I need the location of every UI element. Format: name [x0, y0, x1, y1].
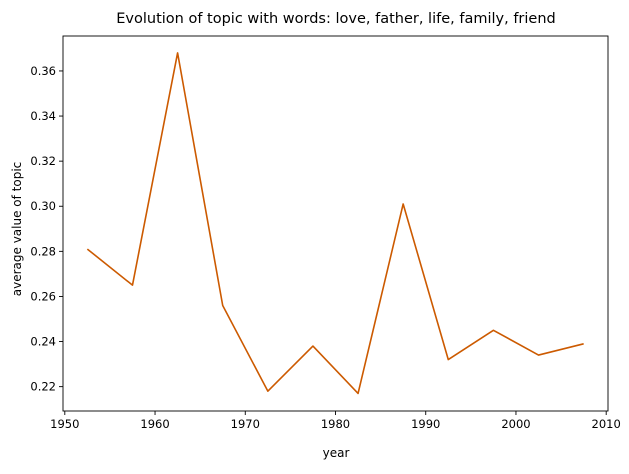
- x-tick-label: 1980: [321, 417, 350, 431]
- series-line-0: [87, 53, 583, 394]
- y-tick-label: 0.32: [30, 154, 56, 168]
- y-tick-label: 0.30: [30, 199, 56, 213]
- y-tick-label: 0.26: [30, 289, 56, 303]
- x-axis-label: year: [323, 446, 350, 460]
- y-tick-label: 0.36: [30, 64, 56, 78]
- x-tick-label: 1960: [140, 417, 169, 431]
- y-axis-label: average value of topic: [10, 162, 24, 297]
- chart-title: Evolution of topic with words: love, fat…: [116, 11, 556, 27]
- y-tick-label: 0.34: [30, 109, 56, 123]
- y-tick-label: 0.22: [30, 380, 56, 394]
- x-tick-label: 2010: [592, 417, 621, 431]
- x-tick-label: 1970: [231, 417, 260, 431]
- x-axis: 1950 1960 1970 1980 1990 2000 2010: [50, 411, 621, 431]
- y-tick-label: 0.28: [30, 244, 56, 258]
- plot-area: [63, 36, 608, 411]
- y-axis: 0.22 0.24 0.26 0.28 0.30 0.32 0.34 0.36: [30, 64, 63, 394]
- x-tick-label: 1950: [50, 417, 79, 431]
- x-tick-label: 2000: [501, 417, 530, 431]
- y-tick-label: 0.24: [30, 335, 56, 349]
- x-tick-label: 1990: [411, 417, 440, 431]
